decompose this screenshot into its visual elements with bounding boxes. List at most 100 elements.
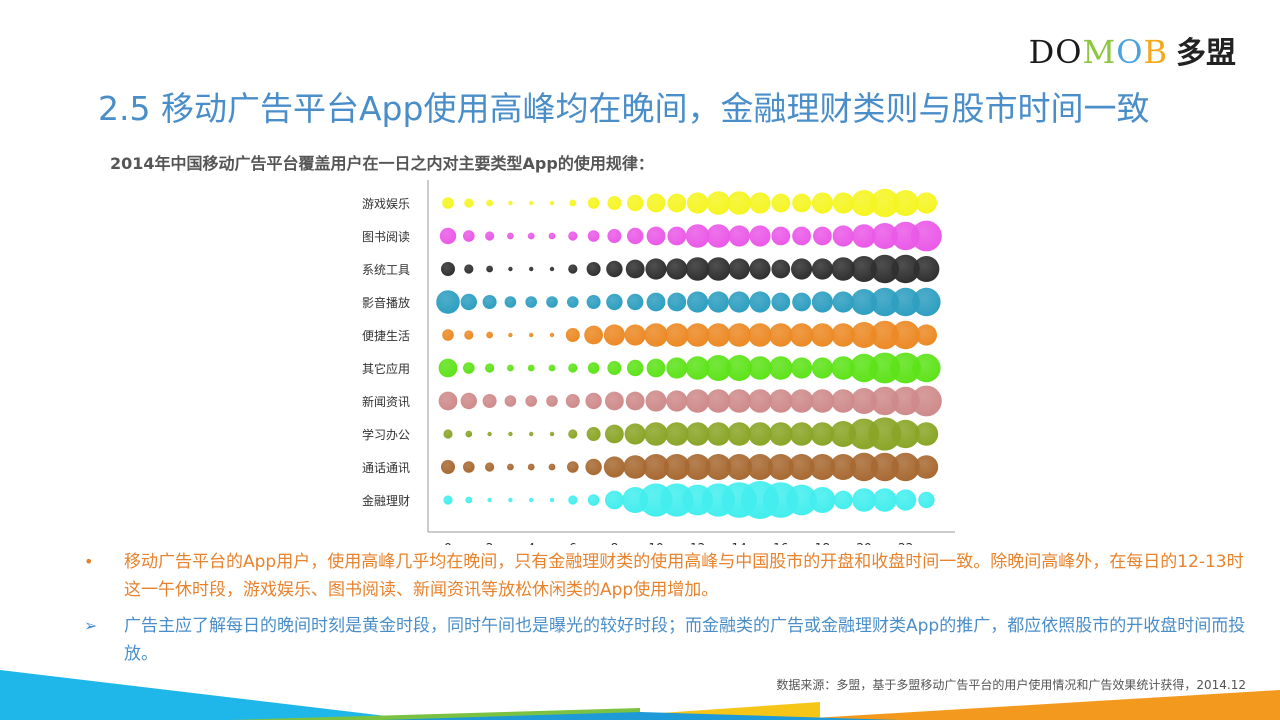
data-bubble xyxy=(627,194,644,212)
series-label: 图书阅读 xyxy=(362,230,410,244)
data-bubble xyxy=(727,422,751,446)
x-tick-label: 8 xyxy=(611,541,619,545)
data-bubble xyxy=(549,266,555,272)
data-bubble xyxy=(646,193,666,213)
data-bubble xyxy=(586,262,601,276)
data-bubble xyxy=(685,356,710,380)
data-bubble xyxy=(789,389,814,413)
data-bubble xyxy=(548,463,556,471)
data-bubble xyxy=(568,495,578,505)
data-bubble xyxy=(769,323,793,347)
data-bubble xyxy=(443,429,453,439)
bullet-text: 广告主应了解每日的晚间时刻是黄金时段，同时午间也是曝光的较好时段；而金融类的广告… xyxy=(124,616,1246,664)
data-bubble xyxy=(441,460,455,474)
data-bubble xyxy=(442,197,454,209)
data-bubble xyxy=(706,323,731,347)
data-bubble xyxy=(568,264,578,274)
data-bubble xyxy=(586,295,601,309)
data-bubble xyxy=(585,392,602,410)
data-bubble xyxy=(507,232,514,240)
data-bubble xyxy=(644,323,668,347)
data-bubble xyxy=(487,497,492,503)
data-bubble xyxy=(587,494,600,506)
data-bubble xyxy=(525,296,537,308)
data-bubble xyxy=(706,257,731,281)
data-bubble xyxy=(891,320,920,350)
data-bubble xyxy=(508,332,513,338)
data-bubble xyxy=(567,296,579,308)
data-bubble xyxy=(529,266,534,272)
bullet-list: • 移动广告平台的App用户，使用高峰几乎均在晚间，只有金融理财类的使用高峰与中… xyxy=(80,548,1250,676)
data-bubble xyxy=(851,190,877,216)
arrow-bullet-icon: ➢ xyxy=(84,616,98,635)
data-bubble xyxy=(587,362,600,374)
data-bubble xyxy=(507,364,514,372)
data-bubble xyxy=(627,227,644,245)
data-bubble xyxy=(508,266,513,272)
data-bubble xyxy=(852,224,876,248)
bubble-chart: 游戏娱乐图书阅读系统工具影音播放便捷生活其它应用新闻资讯学习办公通话通讯金融理财… xyxy=(362,180,955,545)
data-bubble xyxy=(831,356,855,380)
x-tick-label: 18 xyxy=(815,541,830,545)
data-bubble xyxy=(871,223,898,249)
data-bubble xyxy=(487,431,492,437)
data-bubble xyxy=(565,328,580,342)
page-title: 2.5 移动广告平台App使用高峰均在晚间，金融理财类则与股市时间一致 xyxy=(98,89,1150,128)
data-bubble xyxy=(771,292,791,312)
data-bubble xyxy=(849,353,879,383)
data-bubble xyxy=(706,224,731,248)
data-bubble xyxy=(585,458,602,476)
data-bubble xyxy=(870,287,899,317)
data-bubble xyxy=(870,386,899,416)
data-bubble xyxy=(548,364,556,372)
data-bubble xyxy=(667,226,687,246)
data-bubble xyxy=(870,320,899,350)
data-bubble xyxy=(436,290,460,314)
data-bubble xyxy=(685,323,710,347)
data-bubble xyxy=(832,225,854,247)
bullet-item: • 移动广告平台的App用户，使用高峰几乎均在晚间，只有金融理财类的使用高峰与中… xyxy=(80,548,1250,604)
data-bubble xyxy=(568,231,578,241)
data-bubble xyxy=(831,323,855,347)
bullet-item: ➢ 广告主应了解每日的晚间时刻是黄金时段，同时午间也是曝光的较好时段；而金融类的… xyxy=(80,612,1250,668)
data-bubble xyxy=(728,291,750,313)
data-bubble xyxy=(605,424,624,444)
data-bubble xyxy=(891,452,920,482)
data-bubble xyxy=(792,193,811,213)
data-bubble xyxy=(529,497,534,503)
data-bubble xyxy=(586,427,601,441)
data-bubble xyxy=(684,454,711,480)
data-bubble xyxy=(465,430,473,438)
data-bubble xyxy=(603,456,625,478)
data-bubble xyxy=(891,287,920,317)
data-bubble xyxy=(833,490,853,510)
data-bubble xyxy=(567,461,579,473)
data-bubble xyxy=(791,357,813,379)
data-bubble xyxy=(546,395,558,407)
data-bubble xyxy=(831,257,855,281)
data-bubble xyxy=(851,388,877,414)
data-bubble xyxy=(646,292,666,312)
data-bubble xyxy=(769,356,793,380)
data-bubble xyxy=(565,394,580,408)
data-bubble xyxy=(644,422,668,446)
data-bubble xyxy=(443,495,453,505)
data-bubble xyxy=(851,289,877,315)
x-tick-label: 6 xyxy=(569,541,577,545)
data-bubble xyxy=(666,390,688,412)
data-bubble xyxy=(568,429,578,439)
data-bubble xyxy=(438,358,458,378)
data-bubble xyxy=(527,232,535,240)
data-bubble xyxy=(667,193,687,213)
data-bubble xyxy=(643,454,669,480)
data-bubble xyxy=(830,454,857,480)
data-bubble xyxy=(915,192,938,214)
data-bubble xyxy=(707,291,729,313)
data-bubble xyxy=(441,262,455,276)
footer-decoration xyxy=(0,670,1280,720)
series-label: 游戏娱乐 xyxy=(362,197,410,211)
data-bubble xyxy=(439,227,457,245)
data-bubble xyxy=(508,497,513,503)
data-bubble xyxy=(529,200,534,206)
